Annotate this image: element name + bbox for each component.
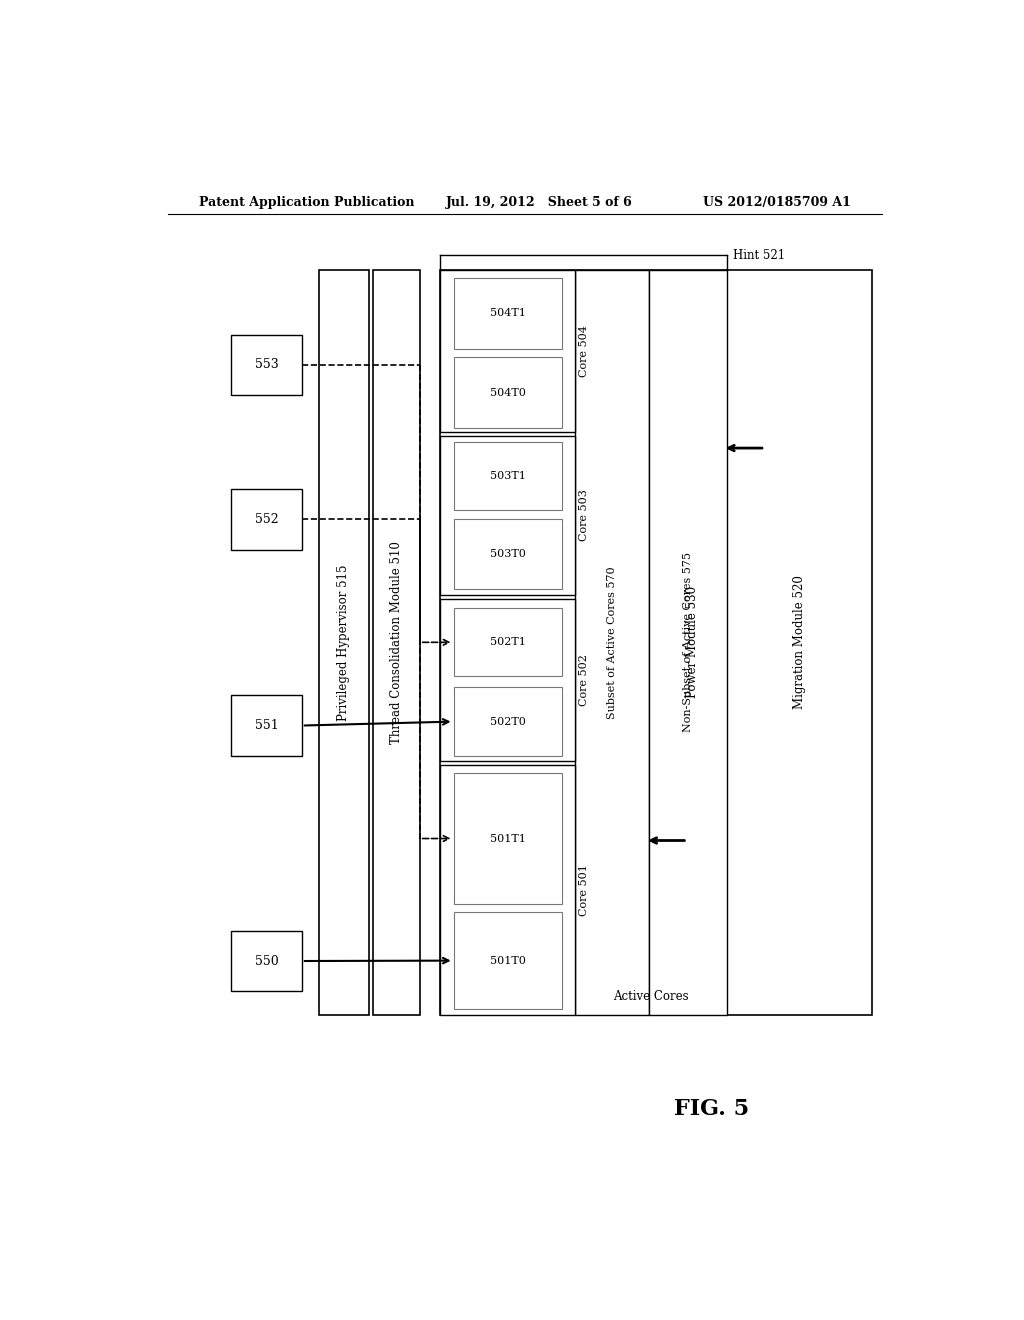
Bar: [440, 599, 575, 762]
Text: FIG. 5: FIG. 5: [674, 1098, 749, 1119]
Text: 551: 551: [255, 719, 279, 733]
Text: 553: 553: [255, 358, 279, 371]
Text: Core 503: Core 503: [579, 490, 589, 541]
Text: Core 501: Core 501: [579, 865, 589, 916]
Text: Subset of Active Cores 570: Subset of Active Cores 570: [607, 566, 617, 718]
Bar: [454, 520, 561, 589]
Text: Core 502: Core 502: [579, 653, 589, 706]
Text: 550: 550: [255, 954, 279, 968]
Bar: [454, 277, 561, 348]
Bar: [454, 609, 561, 676]
Text: 502T0: 502T0: [489, 717, 525, 726]
Bar: [231, 335, 302, 395]
Bar: [454, 356, 561, 428]
Text: Jul. 19, 2012   Sheet 5 of 6: Jul. 19, 2012 Sheet 5 of 6: [445, 195, 632, 209]
Text: 502T1: 502T1: [489, 638, 525, 647]
Text: Non-Subset of Active Cores 575: Non-Subset of Active Cores 575: [683, 552, 693, 733]
Bar: [454, 688, 561, 755]
Bar: [373, 269, 420, 1015]
Text: Hint 521: Hint 521: [733, 249, 785, 261]
Bar: [440, 269, 575, 432]
Bar: [231, 696, 302, 755]
Bar: [727, 269, 871, 1015]
Text: 504T1: 504T1: [489, 309, 525, 318]
Text: Privileged Hypervisor 515: Privileged Hypervisor 515: [338, 564, 350, 721]
Bar: [649, 269, 727, 1015]
Text: 501T1: 501T1: [489, 833, 525, 843]
Text: US 2012/0185709 A1: US 2012/0185709 A1: [703, 195, 851, 209]
Bar: [575, 269, 649, 1015]
Bar: [231, 490, 302, 549]
Text: Patent Application Publication: Patent Application Publication: [200, 195, 415, 209]
Bar: [231, 931, 302, 991]
Bar: [454, 912, 561, 1010]
Bar: [454, 442, 561, 510]
Text: Core 504: Core 504: [579, 325, 589, 378]
Text: 552: 552: [255, 513, 279, 525]
Bar: [440, 766, 575, 1015]
Text: Migration Module 520: Migration Module 520: [793, 576, 806, 709]
Text: Power Module 530: Power Module 530: [686, 586, 698, 698]
Bar: [454, 774, 561, 904]
Text: 504T0: 504T0: [489, 388, 525, 397]
Bar: [440, 436, 575, 595]
Bar: [318, 269, 370, 1015]
Text: Active Cores: Active Cores: [613, 990, 689, 1003]
Text: 501T0: 501T0: [489, 956, 525, 966]
Text: 503T1: 503T1: [489, 471, 525, 480]
Text: Thread Consolidation Module 510: Thread Consolidation Module 510: [390, 541, 402, 743]
Text: 503T0: 503T0: [489, 549, 525, 560]
Bar: [440, 269, 727, 1015]
